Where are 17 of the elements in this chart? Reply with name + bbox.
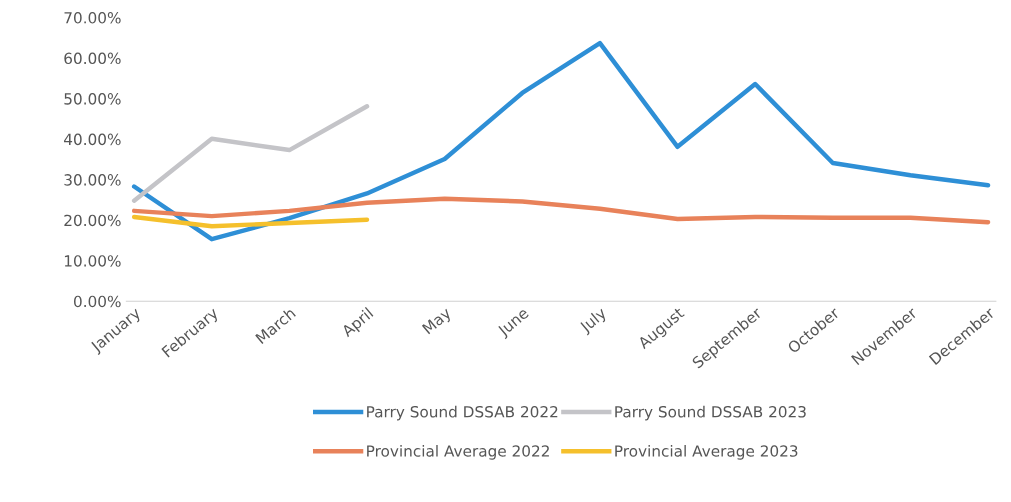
legend-label: Parry Sound DSSAB 2022 [367,405,558,421]
line-series [131,104,370,203]
y-tick-label: 20.00% [64,214,121,227]
y-tick-label: 70.00% [64,12,121,24]
x-tick-label: May [421,306,454,337]
y-tick-label: 50.00% [64,93,121,105]
line-series [131,214,370,229]
y-tick-label: 60.00% [64,52,121,65]
y-tick-label: 0.00% [73,295,121,308]
legend-label: Provincial Average 2023 [615,444,798,460]
y-tick-label: 40.00% [64,133,121,146]
line-series [131,40,991,242]
y-tick-label: 10.00% [64,255,121,267]
y-tick-label: 30.00% [64,174,121,186]
line-series [131,196,991,225]
legend-label: Provincial Average 2022 [367,444,549,460]
legend-label: Parry Sound DSSAB 2023 [615,405,806,421]
